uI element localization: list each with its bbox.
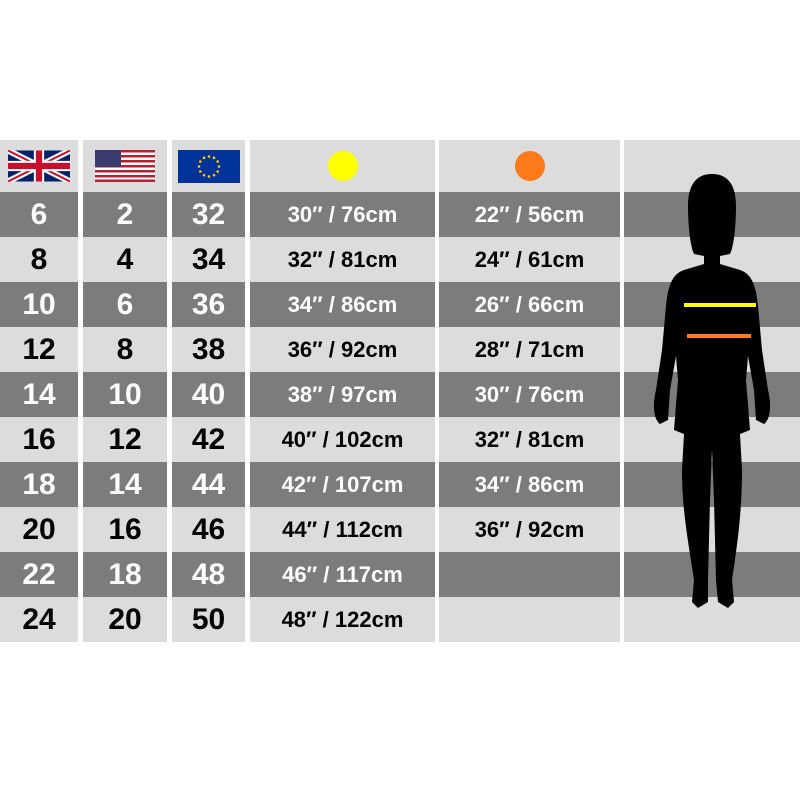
bust-size-cell: 38″ / 97cm (250, 372, 435, 417)
waist-size-cell: 24″ / 61cm (439, 237, 620, 282)
us-size-cell: 18 (83, 552, 167, 597)
uk-size-cell: 8 (0, 237, 78, 282)
eu-flag-icon (177, 149, 240, 183)
bust-size-cell: 34″ / 86cm (250, 282, 435, 327)
waist-size-cell: 30″ / 76cm (439, 372, 620, 417)
eu-star (212, 173, 215, 176)
waist-size-cell: 34″ / 86cm (439, 462, 620, 507)
uk-size-cell: 24 (0, 597, 78, 642)
us-size-cell: 20 (83, 597, 167, 642)
uk-size-cell: 16 (0, 417, 78, 462)
female-silhouette-icon (653, 174, 771, 608)
uk-column: 6 8 10 12 14 16 18 20 22 24 (0, 140, 78, 642)
waist-line (687, 334, 751, 338)
uk-size-cell: 6 (0, 192, 78, 237)
eu-star (217, 164, 220, 168)
waist-size-cell: 36″ / 92cm (439, 507, 620, 552)
bust-size-cell: 32″ / 81cm (250, 237, 435, 282)
uk-size-cell: 12 (0, 327, 78, 372)
waist-header (439, 140, 620, 192)
eu-star (207, 154, 210, 158)
uk-header (0, 140, 78, 192)
us-size-cell: 8 (83, 327, 167, 372)
eu-size-cell: 50 (172, 597, 245, 642)
bust-header (250, 140, 435, 192)
us-flag-icon (95, 150, 155, 182)
bust-size-cell: 36″ / 92cm (250, 327, 435, 372)
bust-color-dot-icon (327, 151, 358, 181)
eu-star (212, 156, 215, 159)
eu-header (172, 140, 245, 192)
eu-star (202, 173, 205, 176)
bust-size-cell: 40″ / 102cm (250, 417, 435, 462)
uk-size-cell: 10 (0, 282, 78, 327)
bust-size-cell: 48″ / 122cm (250, 597, 435, 642)
figure-column (624, 140, 800, 642)
us-size-cell: 10 (83, 372, 167, 417)
us-header (83, 140, 167, 192)
uk-size-cell: 22 (0, 552, 78, 597)
waist-size-cell: 26″ / 66cm (439, 282, 620, 327)
eu-star (198, 169, 202, 173)
us-size-cell: 16 (83, 507, 167, 552)
figure-stripe (624, 597, 800, 642)
bust-size-cell: 30″ / 76cm (250, 192, 435, 237)
eu-star (198, 159, 202, 163)
eu-size-cell: 48 (172, 552, 245, 597)
figure-stripe (624, 507, 800, 552)
us-size-cell: 4 (83, 237, 167, 282)
eu-star (215, 169, 219, 173)
us-size-cell: 14 (83, 462, 167, 507)
waist-color-dot-icon (514, 151, 545, 181)
us-size-cell: 12 (83, 417, 167, 462)
eu-size-cell: 34 (172, 237, 245, 282)
eu-size-cell: 32 (172, 192, 245, 237)
bust-column: 30″ / 76cm 32″ / 81cm 34″ / 86cm 36″ / 92cm… (250, 140, 435, 642)
eu-star (197, 164, 200, 168)
bust-size-cell: 44″ / 112cm (250, 507, 435, 552)
eu-star (215, 159, 219, 163)
waist-column: 22″ / 56cm 24″ / 61cm 26″ / 66cm 28″ / 71cm… (439, 140, 620, 642)
us-size-cell: 2 (83, 192, 167, 237)
bust-line (684, 303, 756, 307)
size-chart: 6 8 10 12 14 16 18 20 22 24 2 4 6 8 10 12 14 16 18 20 32 34… (0, 140, 800, 642)
waist-size-cell: 28″ / 71cm (439, 327, 620, 372)
eu-size-cell: 44 (172, 462, 245, 507)
waist-size-cell: 22″ / 56cm (439, 192, 620, 237)
uk-size-cell: 18 (0, 462, 78, 507)
uk-size-cell: 20 (0, 507, 78, 552)
eu-size-cell: 42 (172, 417, 245, 462)
eu-size-cell: 46 (172, 507, 245, 552)
figure-stripe (624, 552, 800, 597)
eu-size-cell: 36 (172, 282, 245, 327)
waist-size-cell (439, 597, 620, 642)
bust-size-cell: 46″ / 117cm (250, 552, 435, 597)
eu-star (202, 156, 205, 159)
waist-size-cell: 32″ / 81cm (439, 417, 620, 462)
eu-column: 32 34 36 38 40 42 44 46 48 50 (172, 140, 245, 642)
uk-size-cell: 14 (0, 372, 78, 417)
figure-stripe (624, 462, 800, 507)
us-column: 2 4 6 8 10 12 14 16 18 20 (83, 140, 167, 642)
eu-size-cell: 38 (172, 327, 245, 372)
eu-size-cell: 40 (172, 372, 245, 417)
eu-star (207, 174, 210, 178)
waist-size-cell (439, 552, 620, 597)
bust-size-cell: 42″ / 107cm (250, 462, 435, 507)
us-size-cell: 6 (83, 282, 167, 327)
uk-flag-icon (8, 150, 70, 182)
